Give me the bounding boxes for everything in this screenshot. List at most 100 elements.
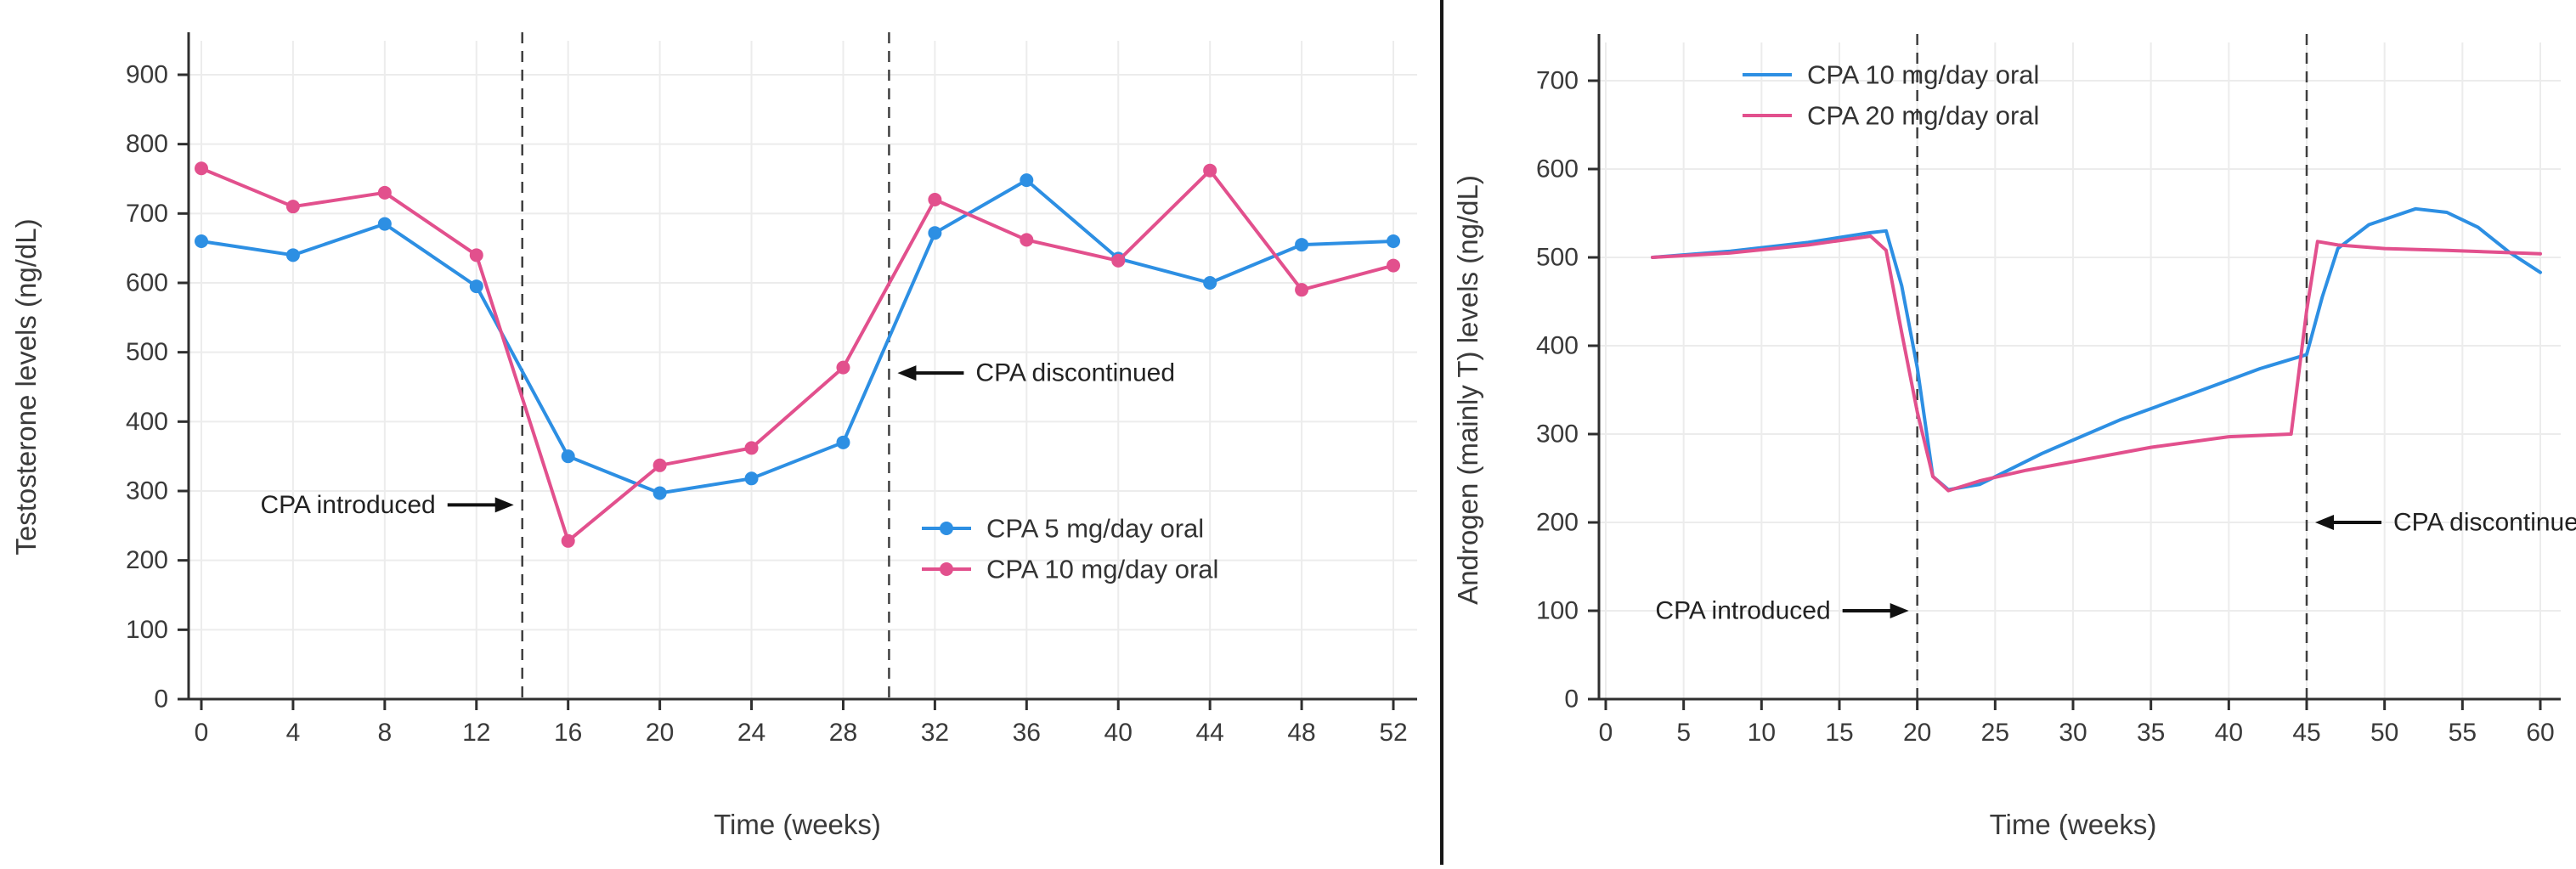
series-line [1651, 234, 2542, 493]
x-tick-label: 30 [2059, 719, 2087, 747]
legend-label: CPA 20 mg/day oral [1807, 101, 2039, 131]
series-marker [836, 360, 850, 375]
series-marker [1295, 283, 1309, 297]
series-marker [836, 435, 850, 449]
series-0 [195, 173, 1400, 500]
y-tick-label: 700 [126, 200, 168, 228]
x-tick-label: 0 [195, 719, 209, 747]
series-marker [469, 279, 483, 294]
series-marker [285, 248, 300, 262]
legend-label: CPA 10 mg/day oral [986, 555, 1218, 584]
annotation-text: CPA discontinued [2393, 509, 2576, 537]
legend-label: CPA 10 mg/day oral [1807, 60, 2039, 90]
legend-label: CPA 5 mg/day oral [986, 514, 1204, 544]
series-marker [561, 449, 575, 464]
x-axis-title: Time (weeks) [1990, 809, 2157, 840]
series-marker [1203, 276, 1217, 290]
x-tick-label: 48 [1287, 719, 1315, 747]
y-tick-label: 300 [1536, 420, 1579, 449]
x-tick-label: 24 [737, 719, 765, 747]
annotation-text: CPA discontinued [975, 359, 1175, 387]
axis-titles: Time (weeks) Testosterone levels (ng/dL) [10, 218, 881, 840]
x-tick-label: 52 [1379, 719, 1407, 747]
y-tick-label: 800 [126, 130, 168, 158]
x-tick-label: 12 [462, 719, 490, 747]
series-marker [652, 458, 667, 472]
right-chart-androgen: 0 5 10 15 20 25 30 35 40 45 50 55 60 0 100 200 300 400 500… [1443, 0, 2576, 865]
series-marker [1295, 238, 1309, 252]
annotation: CPA discontinued [2315, 509, 2576, 537]
series-line [200, 166, 1395, 543]
legend: CPA 5 mg/day oral CPA 10 mg/day oral [922, 514, 1218, 584]
y-tick-label: 900 [126, 61, 168, 89]
y-tick-label: 0 [154, 686, 168, 714]
annotation-text: CPA introduced [1655, 597, 1830, 625]
x-tick-label: 36 [1013, 719, 1041, 747]
series-marker [1111, 253, 1126, 268]
y-tick-label: 700 [1536, 67, 1579, 95]
axes: 0 5 10 15 20 25 30 35 40 45 50 55 600100200300400500… [1536, 34, 2561, 747]
series-marker [652, 486, 667, 500]
x-tick-label: 35 [2137, 719, 2165, 747]
series-1 [1651, 234, 2542, 493]
x-axis-title: Time (weeks) [714, 809, 881, 840]
y-tick-label: 500 [1536, 244, 1579, 272]
annotation: CPA introduced [260, 491, 514, 519]
series-marker [928, 193, 942, 206]
series-1 [195, 161, 1400, 548]
series-marker [928, 226, 942, 240]
left-chart-testosterone: 0 4 8 12 16 20 24 28 32 36 40 44 48 52 0 100 200 300 400 50… [10, 32, 1417, 840]
x-tick-label: 55 [2449, 719, 2477, 747]
y-tick-label: 200 [126, 546, 168, 574]
series-marker [1387, 258, 1400, 273]
y-axis-title: Testosterone levels (ng/dL) [10, 218, 42, 555]
x-tick-label: 40 [2215, 719, 2243, 747]
y-axis-title: Androgen (mainly T) levels (ng/dL) [1452, 175, 1483, 605]
x-tick-label: 0 [1599, 719, 1613, 747]
axis-titles: Time (weeks) Androgen (mainly T) levels (… [1452, 175, 2156, 840]
x-tick-label: 40 [1104, 719, 1133, 747]
gridlines [1599, 42, 2561, 700]
x-tick-label: 10 [1748, 719, 1776, 747]
x-tick-label: 25 [1981, 719, 2009, 747]
x-tick-label: 44 [1195, 719, 1223, 747]
divider-line [1440, 0, 1443, 865]
series-marker [285, 200, 300, 214]
x-tick-label: 32 [921, 719, 949, 747]
y-tick-label: 300 [126, 477, 168, 505]
series-marker [744, 441, 759, 455]
annotation: CPA introduced [1655, 597, 1909, 625]
series-0 [1651, 206, 2542, 492]
annotation: CPA discontinued [897, 359, 1175, 387]
event-vlines [1916, 34, 2308, 699]
gridlines [189, 41, 1417, 700]
series-marker [744, 471, 759, 486]
x-tick-label: 4 [286, 719, 301, 747]
series-line [200, 178, 1395, 495]
series-marker [377, 217, 392, 231]
y-tick-label: 200 [1536, 509, 1579, 537]
series-marker [195, 161, 208, 176]
x-tick-label: 8 [378, 719, 393, 747]
legend-swatch-marker [940, 522, 953, 535]
series-line [1651, 206, 2542, 492]
series-marker [1203, 163, 1217, 178]
y-tick-label: 600 [126, 269, 168, 297]
y-tick-label: 0 [1564, 686, 1579, 714]
x-tick-label: 50 [2370, 719, 2398, 747]
x-tick-label: 45 [2292, 719, 2320, 747]
x-tick-label: 5 [1676, 719, 1691, 747]
series-marker [561, 533, 575, 548]
series-marker [1387, 234, 1400, 248]
y-tick-label: 600 [1536, 155, 1579, 183]
y-tick-label: 100 [126, 616, 168, 644]
x-tick-label: 20 [646, 719, 674, 747]
testosterone-chart-svg: 0 4 8 12 16 20 24 28 32 36 40 44 48 52010020030040050… [10, 32, 1417, 840]
y-tick-label: 500 [126, 338, 168, 366]
x-tick-label: 15 [1825, 719, 1853, 747]
series-marker [377, 185, 392, 200]
x-tick-label: 16 [554, 719, 582, 747]
annotation-text: CPA introduced [260, 491, 435, 519]
y-tick-label: 100 [1536, 597, 1579, 625]
